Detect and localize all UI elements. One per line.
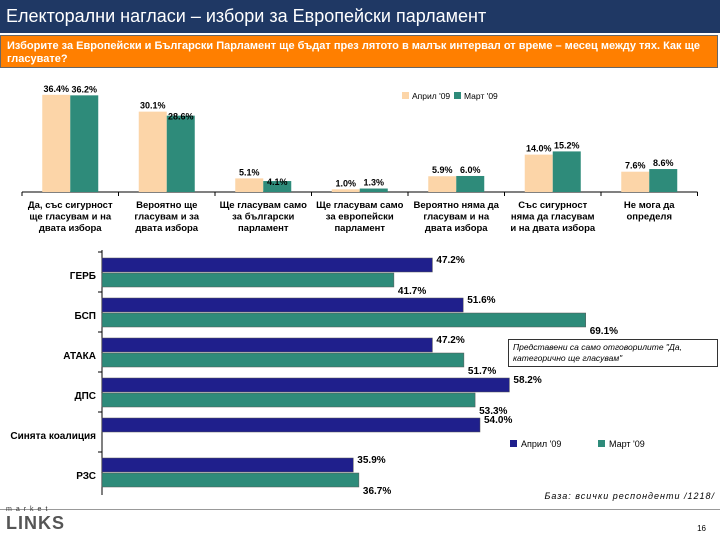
data-label: 1.3% bbox=[363, 178, 384, 188]
logo-links: LINKS bbox=[6, 513, 65, 533]
legend-label-april: Април '09 bbox=[521, 439, 561, 449]
data-label: 36.4% bbox=[43, 84, 69, 94]
hbar-march bbox=[101, 352, 465, 368]
party-label: БСП bbox=[75, 311, 96, 322]
hbar-march bbox=[101, 312, 586, 328]
hbar-march bbox=[101, 272, 395, 288]
bar-april bbox=[524, 154, 553, 192]
hbar-value-label: 58.2% bbox=[513, 375, 541, 386]
data-label: 5.9% bbox=[432, 165, 453, 175]
hbar-march bbox=[101, 392, 476, 408]
data-label: 1.0% bbox=[335, 178, 356, 188]
party-label: АТАКА bbox=[63, 351, 96, 362]
bar-april bbox=[621, 171, 650, 192]
category-label: Не мога да bbox=[624, 200, 675, 211]
party-voters-hbar-chart: ГЕРБ 47.2% 41.7% БСП 51.6% 69.1% АТАКА 47.2% 51.… bbox=[10, 250, 645, 497]
category-label: няма да гласувам bbox=[511, 212, 595, 223]
party-label: Синята коалиция bbox=[10, 431, 96, 442]
data-label: 4.1% bbox=[267, 177, 288, 187]
base-caption: База: всички респонденти /1218/ bbox=[544, 491, 715, 501]
category-label: двата избора bbox=[39, 223, 102, 234]
bar-march bbox=[359, 188, 388, 192]
bar-april bbox=[331, 189, 360, 192]
hbar-value-label: 53.3% bbox=[479, 406, 507, 417]
data-label: 30.1% bbox=[140, 101, 166, 111]
category-label: Да, със сигурност bbox=[28, 200, 113, 211]
survey-question: Изборите за Европейски и Български Парла… bbox=[0, 35, 718, 68]
category-label: Ще гласувам само bbox=[316, 200, 403, 211]
hbar-value-label: 41.7% bbox=[398, 286, 426, 297]
category-label: за европейски bbox=[326, 212, 394, 223]
data-label: 5.1% bbox=[239, 167, 260, 177]
category-label: двата избора bbox=[135, 223, 198, 234]
page-title: Електорални нагласи – избори за Европейс… bbox=[0, 0, 720, 33]
bar-march bbox=[552, 151, 581, 192]
hbar-value-label: 69.1% bbox=[590, 326, 618, 337]
category-label: и на двата избора bbox=[510, 223, 596, 234]
legend-label-march: Март '09 bbox=[609, 439, 645, 449]
bar-april bbox=[138, 111, 167, 192]
bar-march bbox=[263, 181, 292, 192]
hbar-april bbox=[101, 337, 433, 353]
bar-april bbox=[235, 178, 264, 192]
hbar-april bbox=[101, 257, 433, 273]
legend-swatch-april bbox=[402, 92, 409, 99]
data-label: 14.0% bbox=[526, 144, 552, 154]
category-label: Вероятно няма да bbox=[414, 200, 500, 211]
category-label: Със сигурност bbox=[518, 200, 587, 211]
page-number: 16 bbox=[697, 524, 706, 533]
data-label: 8.6% bbox=[653, 158, 674, 168]
category-label: парламент bbox=[238, 223, 289, 234]
category-label: двата избора bbox=[425, 223, 488, 234]
bar-march bbox=[166, 115, 195, 192]
bar-march bbox=[456, 175, 485, 192]
hbar-march bbox=[101, 472, 360, 488]
data-label: 36.2% bbox=[71, 84, 97, 94]
hbar-value-label: 51.7% bbox=[468, 366, 496, 377]
category-label: парламент bbox=[334, 223, 385, 234]
category-label: гласувам и на bbox=[423, 212, 489, 223]
legend-swatch-march bbox=[598, 440, 605, 447]
data-label: 28.6% bbox=[168, 112, 194, 122]
hbar-value-label: 54.0% bbox=[484, 415, 512, 426]
footer-divider bbox=[0, 509, 720, 510]
legend-label-march: Март '09 bbox=[464, 91, 498, 101]
hbar-april bbox=[101, 417, 481, 433]
data-label: 15.2% bbox=[554, 140, 580, 150]
party-label: ГЕРБ bbox=[70, 271, 96, 282]
category-label: за български bbox=[232, 212, 294, 223]
hbar-april bbox=[101, 297, 464, 313]
note-box: Представени са само отговорилите "Да, ка… bbox=[508, 339, 718, 367]
category-label: Ще гласувам само bbox=[220, 200, 307, 211]
hbar-april bbox=[101, 457, 354, 473]
data-label: 6.0% bbox=[460, 165, 481, 175]
hbar-value-label: 47.2% bbox=[436, 335, 464, 346]
hbar-value-label: 51.6% bbox=[467, 295, 495, 306]
legend-label-april: Април '09 bbox=[412, 91, 450, 101]
data-label: 7.6% bbox=[625, 161, 646, 171]
hbar-value-label: 35.9% bbox=[357, 455, 385, 466]
party-label: РЗС bbox=[76, 471, 96, 482]
category-label: Вероятно ще bbox=[136, 200, 197, 211]
legend-swatch-april bbox=[510, 440, 517, 447]
category-label: гласувам и за bbox=[134, 212, 199, 223]
bar-april bbox=[428, 176, 457, 192]
legend-swatch-march bbox=[454, 92, 461, 99]
hbar-april bbox=[101, 377, 510, 393]
party-label: ДПС bbox=[74, 391, 96, 402]
category-label: ще гласувам и на bbox=[29, 212, 111, 223]
bar-march bbox=[70, 95, 99, 192]
bar-april bbox=[42, 94, 71, 192]
logo-market-text: market bbox=[6, 506, 52, 513]
hbar-value-label: 36.7% bbox=[363, 486, 391, 497]
category-label: определя bbox=[626, 212, 672, 223]
hbar-value-label: 47.2% bbox=[436, 255, 464, 266]
bar-march bbox=[649, 169, 678, 192]
